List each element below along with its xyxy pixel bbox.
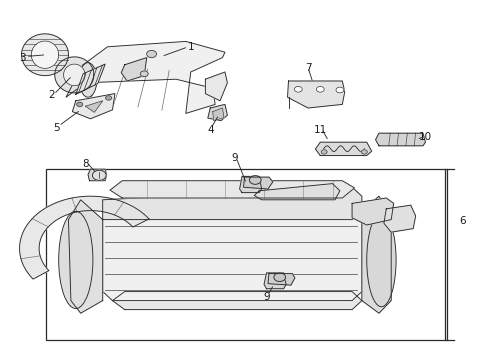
Text: 9: 9 [263, 292, 269, 302]
Polygon shape [102, 211, 361, 301]
Ellipse shape [366, 213, 395, 307]
Circle shape [335, 87, 343, 93]
Polygon shape [66, 41, 224, 113]
Polygon shape [315, 142, 371, 156]
Text: 7: 7 [304, 63, 311, 73]
Polygon shape [85, 101, 102, 112]
Circle shape [146, 50, 156, 58]
Polygon shape [361, 196, 390, 313]
Polygon shape [88, 169, 106, 181]
Circle shape [140, 71, 148, 77]
Polygon shape [76, 64, 105, 94]
Bar [46, 169, 444, 340]
Circle shape [105, 96, 111, 100]
Polygon shape [110, 181, 354, 198]
Polygon shape [55, 57, 94, 93]
Polygon shape [267, 274, 294, 285]
Circle shape [316, 86, 324, 92]
Polygon shape [287, 81, 344, 108]
Polygon shape [375, 133, 425, 146]
Polygon shape [212, 108, 224, 121]
Polygon shape [72, 94, 115, 119]
Polygon shape [68, 200, 102, 313]
Polygon shape [254, 184, 339, 200]
Polygon shape [207, 104, 227, 121]
Polygon shape [264, 273, 285, 289]
Ellipse shape [59, 211, 93, 309]
Polygon shape [351, 198, 393, 225]
Text: 8: 8 [82, 159, 89, 169]
Polygon shape [20, 196, 149, 279]
Circle shape [92, 170, 106, 180]
Polygon shape [102, 187, 361, 220]
Polygon shape [205, 72, 227, 101]
Text: 1: 1 [187, 42, 194, 52]
Text: 2: 2 [48, 90, 55, 100]
Text: 9: 9 [231, 153, 238, 163]
Circle shape [294, 86, 302, 92]
Text: 6: 6 [458, 216, 465, 226]
Ellipse shape [79, 63, 97, 97]
Circle shape [249, 176, 261, 184]
Polygon shape [383, 205, 415, 232]
Circle shape [321, 150, 326, 154]
Polygon shape [239, 176, 261, 193]
Circle shape [273, 273, 285, 282]
Polygon shape [31, 41, 59, 68]
Polygon shape [112, 292, 361, 310]
Polygon shape [121, 58, 146, 81]
Circle shape [361, 150, 366, 154]
Text: 5: 5 [53, 123, 60, 133]
Circle shape [77, 102, 82, 107]
Text: 10: 10 [418, 132, 431, 142]
Text: 3: 3 [19, 53, 25, 63]
Polygon shape [21, 34, 68, 76]
Polygon shape [63, 64, 85, 86]
Polygon shape [243, 177, 272, 189]
Text: 11: 11 [313, 125, 326, 135]
Text: 4: 4 [206, 125, 213, 135]
